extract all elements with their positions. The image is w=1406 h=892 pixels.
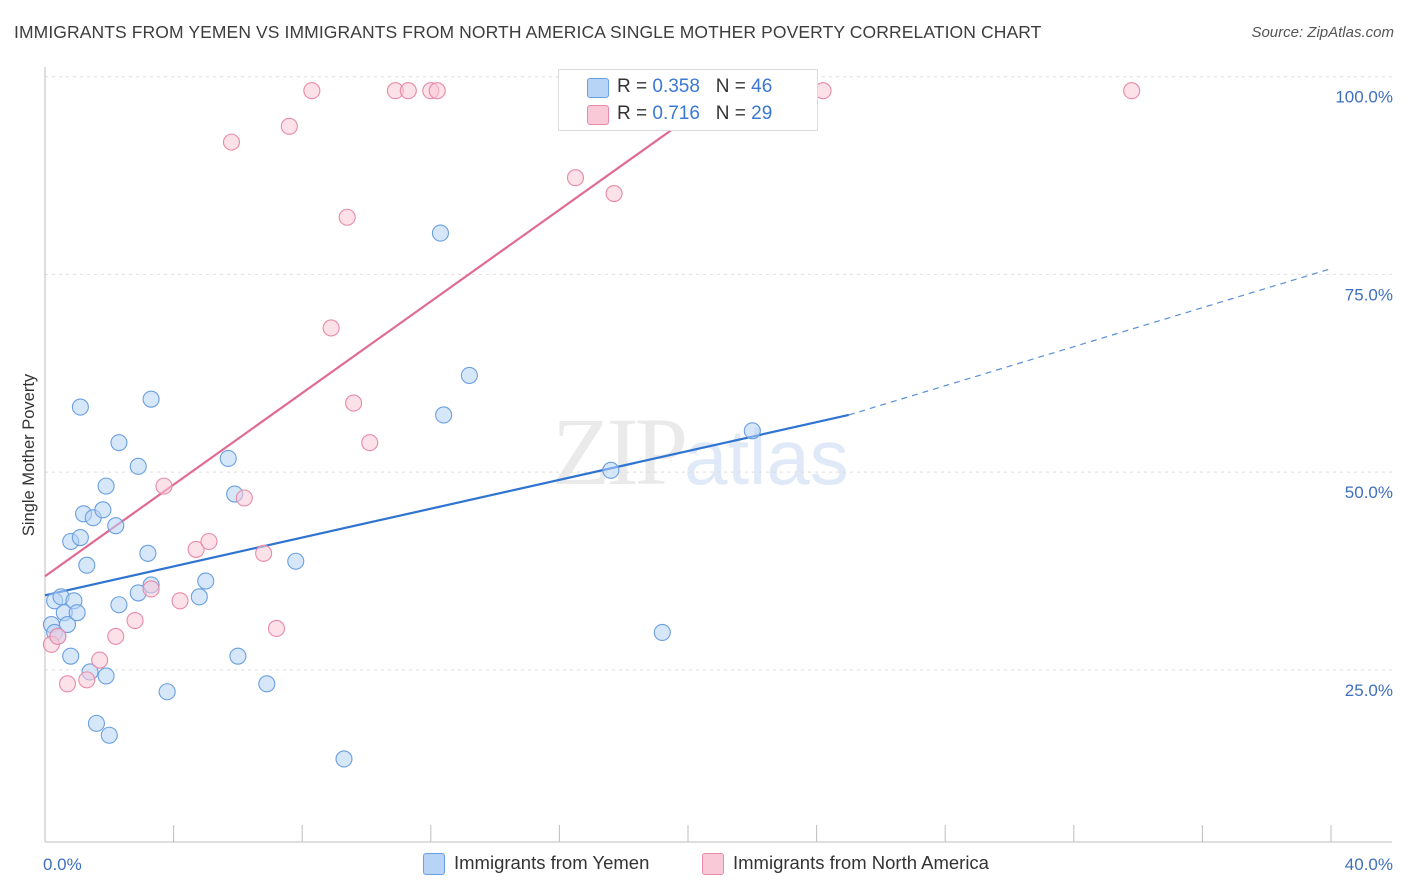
data-point-north-america: [338, 208, 356, 226]
data-point-yemen: [107, 517, 125, 535]
data-point-north-america: [155, 477, 173, 495]
data-point-north-america: [322, 319, 340, 337]
x-tick-label-start: 0.0%: [43, 855, 82, 874]
data-point-yemen: [87, 714, 105, 732]
data-point-yemen: [258, 675, 276, 693]
data-point-north-america: [49, 627, 67, 645]
bottom-legend-label-north-america: Immigrants from North America: [733, 852, 989, 873]
bottom-legend-swatch-north-america: [702, 853, 724, 875]
watermark-atlas: atlas: [684, 413, 849, 501]
data-point-north-america: [171, 592, 189, 610]
legend-r-value: 0.358: [652, 76, 700, 97]
legend-swatch-yemen: [587, 78, 609, 98]
data-point-yemen: [100, 726, 118, 744]
data-point-yemen: [219, 449, 237, 468]
watermark: ZIPatlas: [552, 396, 849, 507]
x-tick-label-end: 40.0%: [1345, 855, 1393, 874]
source-label: Source: ZipAtlas.com: [1251, 24, 1394, 41]
legend-swatch-north-america: [587, 105, 609, 125]
legend-text-yemen: R = 0.358 N = 46: [617, 76, 772, 98]
data-point-north-america: [200, 532, 218, 551]
legend-n-label: N =: [715, 76, 752, 97]
legend-text-north-america: R = 0.716 N = 29: [617, 103, 772, 125]
data-point-yemen: [287, 552, 305, 570]
legend-r-value: 0.716: [652, 103, 700, 124]
trend-line-0: [44, 413, 849, 597]
y-tick-label: 100.0%: [1335, 88, 1393, 107]
data-point-north-america: [255, 544, 273, 562]
data-point-yemen: [58, 615, 77, 634]
data-point-north-america: [222, 133, 241, 151]
correlation-legend: R = 0.358 N = 46 R = 0.716 N = 29: [558, 69, 818, 131]
data-point-north-america: [142, 580, 160, 598]
axes: [44, 67, 1392, 843]
legend-n-value: 29: [751, 103, 773, 124]
y-tick-label: 50.0%: [1345, 483, 1393, 502]
data-point-yemen: [110, 434, 128, 452]
data-point-yemen: [431, 224, 449, 242]
trend-line-extension-0: [848, 268, 1332, 416]
data-point-north-america: [1123, 82, 1141, 100]
data-point-north-america: [107, 627, 125, 645]
bottom-legend-label-yemen: Immigrants from Yemen: [454, 852, 650, 873]
data-point-yemen: [78, 556, 96, 574]
data-point-north-america: [566, 169, 585, 187]
data-point-yemen: [97, 667, 115, 685]
data-point-yemen: [97, 477, 115, 495]
y-tick-label: 25.0%: [1345, 681, 1393, 700]
data-point-north-america: [78, 671, 96, 689]
legend-r-label: R =: [617, 76, 653, 97]
bottom-legend-swatch-yemen: [423, 853, 445, 875]
watermark-zip: ZIP: [552, 398, 688, 505]
data-point-yemen: [335, 750, 353, 768]
data-point-yemen: [71, 398, 89, 416]
trend-line-1: [44, 89, 728, 578]
data-point-north-america: [91, 651, 109, 669]
data-point-yemen: [94, 501, 112, 519]
y-axis-title: Single Mother Poverty: [20, 373, 38, 536]
grid-lines: [45, 76, 1392, 671]
data-point-yemen: [460, 366, 478, 384]
data-point-yemen: [602, 461, 620, 479]
y-tick-label: 75.0%: [1345, 285, 1393, 304]
data-points: [42, 82, 1141, 768]
data-point-yemen: [142, 390, 160, 408]
data-point-yemen: [435, 406, 453, 424]
data-point-north-america: [345, 394, 363, 412]
data-point-north-america: [361, 434, 379, 452]
data-point-yemen: [229, 647, 247, 665]
data-point-yemen: [129, 457, 147, 475]
data-point-yemen: [190, 588, 208, 606]
data-point-north-america: [58, 675, 77, 693]
data-point-yemen: [743, 422, 761, 440]
data-point-north-america: [428, 82, 446, 100]
data-point-yemen: [158, 683, 176, 701]
data-point-north-america: [605, 184, 623, 203]
data-point-yemen: [68, 604, 86, 622]
data-point-north-america: [399, 82, 417, 100]
data-point-yemen: [197, 572, 215, 590]
data-point-north-america: [187, 540, 205, 558]
data-point-yemen: [110, 596, 128, 614]
data-point-north-america: [280, 117, 298, 135]
legend-r-label: R =: [617, 103, 653, 124]
trend-lines: [44, 89, 1332, 597]
axis-labels: 25.0% 50.0% 75.0% 100.0% 0.0% 40.0% Single Mot…: [20, 88, 1393, 874]
data-point-yemen: [139, 544, 157, 562]
data-point-yemen: [653, 623, 671, 641]
legend-n-value: 46: [751, 76, 773, 97]
data-point-north-america: [303, 82, 321, 100]
data-point-north-america: [235, 489, 253, 507]
data-point-yemen: [71, 528, 89, 547]
data-point-yemen: [62, 647, 80, 665]
data-point-north-america: [267, 619, 286, 638]
chart-title: IMMIGRANTS FROM YEMEN VS IMMIGRANTS FROM…: [14, 22, 1042, 42]
data-point-north-america: [126, 612, 144, 630]
legend-n-label: N =: [715, 103, 752, 124]
